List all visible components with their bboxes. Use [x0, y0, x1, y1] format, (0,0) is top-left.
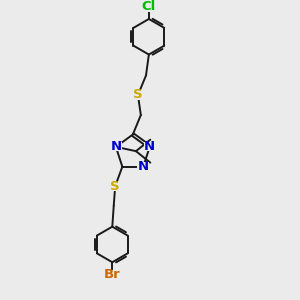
FancyBboxPatch shape	[102, 270, 122, 279]
FancyBboxPatch shape	[110, 142, 122, 152]
FancyBboxPatch shape	[143, 142, 156, 152]
Text: Br: Br	[104, 268, 121, 281]
FancyBboxPatch shape	[109, 182, 121, 191]
Text: N: N	[138, 160, 149, 173]
FancyBboxPatch shape	[137, 162, 149, 171]
FancyBboxPatch shape	[139, 2, 159, 11]
Text: N: N	[110, 140, 122, 153]
FancyBboxPatch shape	[132, 90, 144, 100]
Text: S: S	[110, 180, 120, 193]
Text: S: S	[133, 88, 143, 101]
Text: N: N	[144, 140, 155, 153]
Text: Cl: Cl	[142, 0, 156, 14]
